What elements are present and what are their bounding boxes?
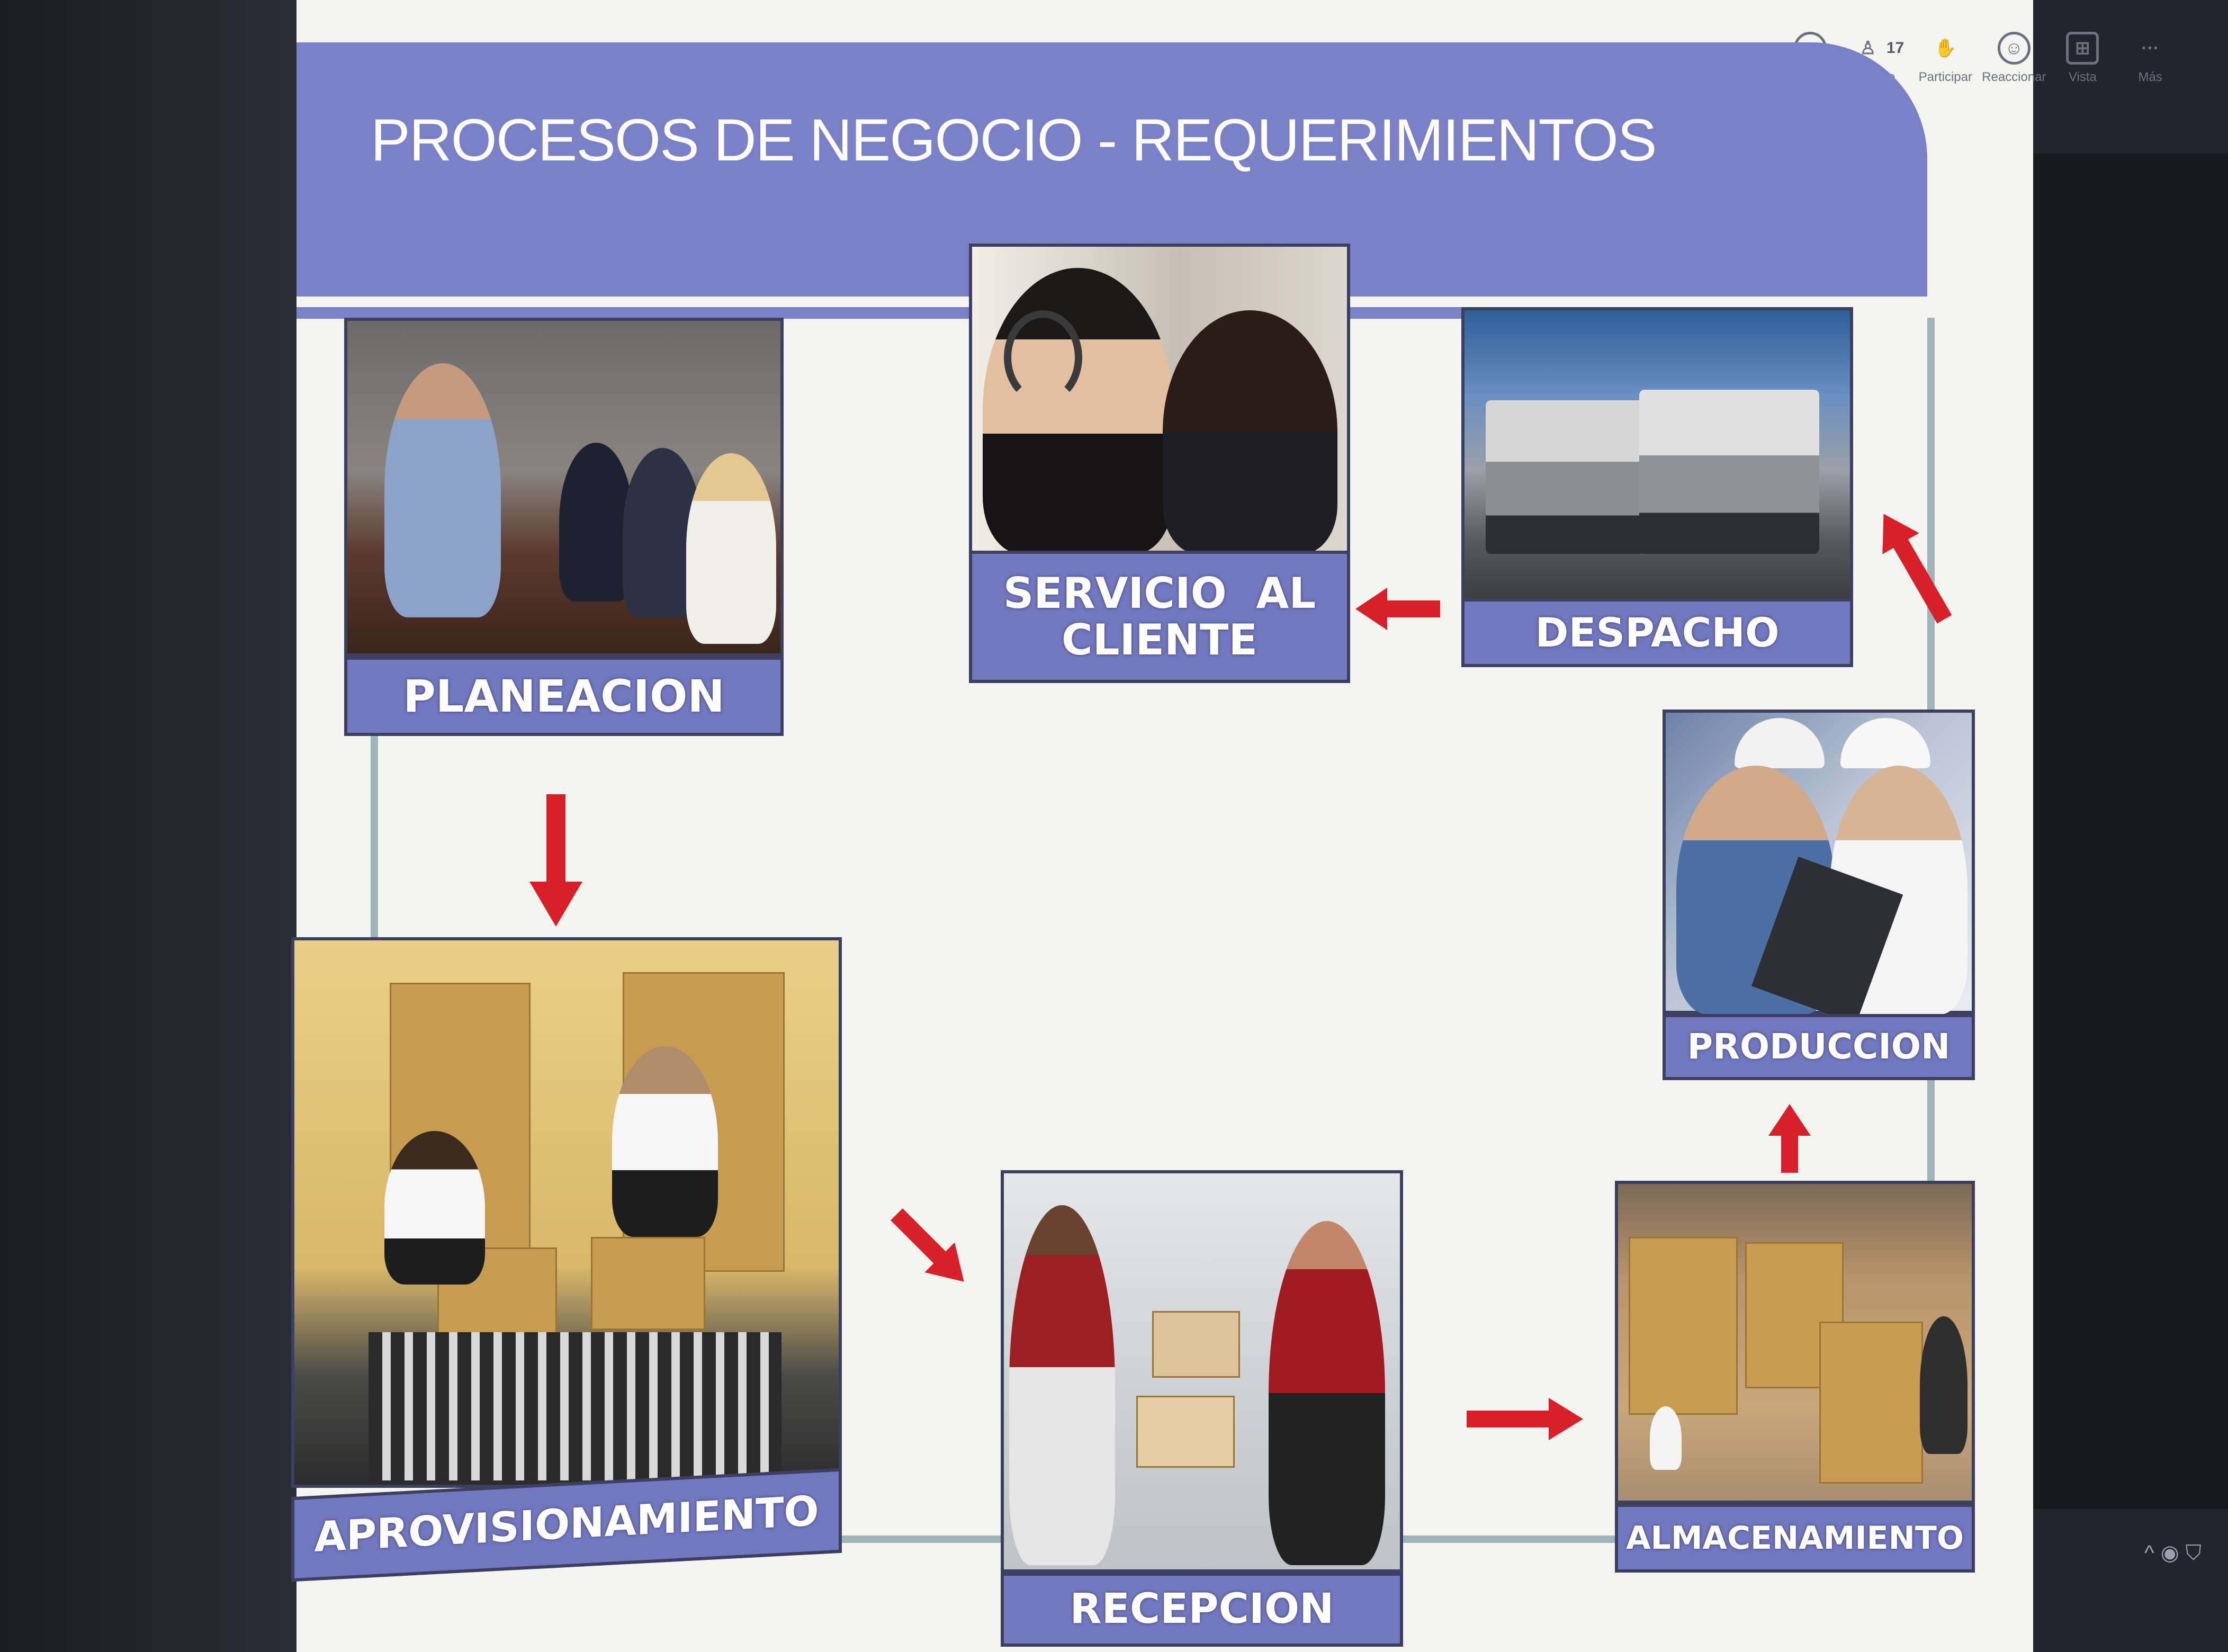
raise-hand-icon: ✋ <box>1934 38 1957 58</box>
record-icon: ◉ <box>2160 1541 2186 1565</box>
view-icon: ⊞ <box>2066 32 2099 65</box>
step-recepcion: RECEPCION <box>1001 1170 1403 1647</box>
roller-conveyor <box>369 1332 781 1480</box>
chevron-up-icon[interactable]: ^ <box>2144 1541 2161 1565</box>
headset-icon <box>1004 310 1082 405</box>
arrow-almacenamiento-to-produccion <box>1768 1104 1811 1173</box>
agent-man <box>1163 310 1337 554</box>
receiver-1 <box>1009 1205 1115 1565</box>
servicio-photo <box>969 244 1350 556</box>
package-2 <box>1136 1396 1235 1468</box>
react-button[interactable]: ☺ Reaccionar <box>1982 32 2046 138</box>
person-standing <box>384 363 501 617</box>
planeacion-caption: PLANEACION <box>344 657 784 736</box>
hard-hat-1 <box>1735 718 1825 768</box>
truck-2 <box>1639 390 1819 554</box>
connector-left <box>371 736 378 958</box>
pallet-stack-1 <box>1629 1237 1738 1415</box>
receiver-2 <box>1269 1221 1385 1565</box>
step-servicio-al-cliente: SERVICIO AL CLIENTE <box>969 244 1350 683</box>
arrow-despacho-to-servicio <box>1355 588 1440 630</box>
servicio-caption-line1: SERVICIO AL <box>1003 569 1316 618</box>
system-tray: ^◉⛉ <box>2144 1541 2208 1565</box>
agent-woman <box>983 268 1173 554</box>
view-button[interactable]: ⊞ Vista <box>2052 32 2114 138</box>
more-button[interactable]: ··· Más <box>2119 32 2181 138</box>
step-planeacion: PLANEACION <box>344 318 784 736</box>
arrow-planeacion-to-aprovisionamiento <box>529 794 582 927</box>
arrow-recepcion-to-almacenamiento <box>1467 1398 1583 1440</box>
participant-count: 17 <box>1886 39 1904 57</box>
monitor-bezel-left <box>0 0 307 1652</box>
dark-side-panel <box>2033 154 2228 1509</box>
servicio-caption-line2: CLIENTE <box>1061 615 1258 665</box>
step-almacenamiento: ALMACENAMIENTO <box>1615 1181 1975 1573</box>
react-label: Reaccionar <box>1982 70 2046 84</box>
planeacion-photo <box>344 318 784 657</box>
person-seated-1 <box>559 443 633 601</box>
package-1 <box>1152 1311 1240 1378</box>
forklift-operator <box>1920 1316 1968 1454</box>
slide-title: PROCESOS DE NEGOCIO - REQUERIMIENTOS <box>371 107 1657 173</box>
pallet-stack-3 <box>1819 1322 1923 1484</box>
box-2 <box>591 1237 705 1330</box>
view-label: Vista <box>2068 70 2097 84</box>
raise-hand-button[interactable]: ✋ Participar <box>1914 32 1977 138</box>
worker-left <box>384 1131 485 1285</box>
more-icon: ··· <box>2141 38 2160 58</box>
person-seated-3 <box>686 453 776 644</box>
step-aprovisionamiento: APROVISIONAMIENTO <box>291 937 842 1582</box>
servicio-caption: SERVICIO AL CLIENTE <box>969 551 1350 683</box>
react-icon: ☺ <box>1997 32 2031 65</box>
aprovisionamiento-photo <box>291 937 842 1488</box>
shield-icon: ⛉ <box>2185 1541 2208 1565</box>
recepcion-photo <box>1001 1170 1403 1573</box>
almacenamiento-photo <box>1615 1181 1975 1504</box>
warehouse-worker <box>1650 1406 1682 1470</box>
despacho-caption: DESPACHO <box>1461 598 1853 667</box>
step-produccion: PRODUCCION <box>1663 710 1975 1080</box>
produccion-caption: PRODUCCION <box>1663 1014 1975 1080</box>
worker-right <box>612 1046 718 1237</box>
more-label: Más <box>2138 70 2162 84</box>
truck-1 <box>1486 400 1645 554</box>
despacho-photo <box>1461 307 1853 604</box>
step-despacho: DESPACHO <box>1461 307 1853 667</box>
hard-hat-2 <box>1840 718 1930 768</box>
raise-hand-label: Participar <box>1918 70 1972 84</box>
recepcion-caption: RECEPCION <box>1001 1573 1403 1647</box>
almacenamiento-caption: ALMACENAMIENTO <box>1615 1504 1975 1573</box>
produccion-photo <box>1663 710 1975 1025</box>
